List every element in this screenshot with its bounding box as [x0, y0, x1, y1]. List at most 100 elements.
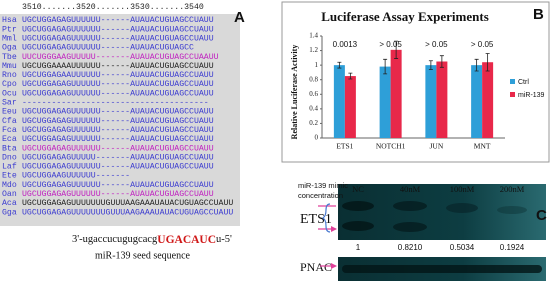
aligned-sequence: UGCUGGAGAGUUUUUU------AUAUACUGUAGCCUAUU	[22, 34, 214, 43]
aligned-sequence: UGCUGGAGAGUUUUUUUGUUUAAGAAAUAUACUGUAGCCU…	[22, 208, 233, 217]
species-label: Laf	[2, 162, 17, 172]
aligned-sequence: UGCUGGAGAGUUUUUU------AUAUACUGUAGCCUAUU	[22, 135, 214, 144]
band	[342, 221, 374, 231]
band	[446, 203, 478, 213]
band-ratio: 0.1924	[500, 243, 525, 252]
band-bracket	[321, 203, 331, 233]
panel-b: Luciferase Assay Experiments B Relative …	[281, 1, 550, 163]
aligned-sequence: UUCUGGGAAGUUUUU-------AUAUACUGUAGCCUAAUU	[22, 53, 219, 62]
y-tick-label: 0.6	[309, 90, 318, 98]
aligned-sequence: UGCUGGAAGUUUUUU-------	[22, 172, 130, 181]
species-label: Dno	[2, 153, 17, 162]
species-label: Ete	[2, 172, 17, 181]
species-label: Gga	[2, 208, 17, 217]
aligned-sequence: UGCUGGAGAGUUUUUU------AUAUACUGUAGCCUAUU	[22, 89, 214, 98]
aligned-sequence: UGCUGGAGAGUUUUUUUGUUUAAGAAAUAUACUGUAGCCU…	[22, 199, 233, 208]
species-label: Tbe	[2, 52, 17, 62]
bar	[344, 76, 356, 138]
alignment-background	[0, 14, 240, 226]
panel-label: A	[234, 9, 245, 26]
legend-swatch	[510, 79, 515, 84]
aligned-sequence: UGCUGGAGAGUUUUUU------AUAUACUGUAGCCUAUU	[22, 80, 214, 89]
aligned-sequence: UGCUGGAGAGUUUUUU------AUAUACUGUAGCC	[22, 44, 194, 53]
species-label: Ocu	[2, 89, 17, 98]
chart-title: Luciferase Assay Experiments	[321, 9, 489, 24]
error-bar	[474, 58, 479, 72]
legend-swatch	[510, 92, 515, 97]
error-bar	[394, 40, 399, 59]
error-bar	[383, 58, 388, 75]
panel-label: C	[536, 207, 547, 224]
target-label: ETS1	[300, 212, 332, 227]
species-label: Mmu	[2, 62, 17, 71]
blot-ets1	[338, 184, 546, 240]
species-label: Cpo	[2, 80, 17, 89]
y-tick-label: 0.4	[309, 104, 318, 112]
species-label: Hsa	[2, 16, 17, 25]
x-tick-label: MNT	[474, 142, 491, 151]
bar	[379, 66, 391, 138]
position-ruler: 3510.......3520.......3530.......3540	[22, 3, 204, 12]
lane-label: 40nM	[400, 184, 421, 194]
aligned-sequence: UGCUGGAGAGUUUUUU------AUAUACUGUAGCCUAUU	[22, 108, 214, 117]
error-bar	[428, 60, 433, 70]
error-bar	[337, 61, 342, 69]
band	[342, 265, 542, 273]
species-label: Eeu	[2, 108, 17, 117]
bar	[436, 61, 448, 138]
p-value: > 0.05	[379, 40, 402, 49]
band-ratio: 0.5034	[450, 243, 475, 252]
aligned-sequence: UGCUGGAGAGUUUUUU------AUAUACUGUAGCCUAUU	[22, 25, 214, 34]
panel-label: B	[533, 6, 544, 23]
aligned-sequence: UGCUGGAGAGUUUUUU------AUAUACUGUAGCCUAUU	[22, 190, 214, 199]
species-label: Ptr	[2, 25, 17, 34]
band-ratio: 0.8210	[398, 243, 423, 252]
mirna-suffix: u-5'	[216, 234, 232, 245]
bar	[390, 49, 402, 138]
y-tick-label: 1.2	[309, 46, 318, 54]
lane-label: 100nM	[450, 184, 475, 194]
error-bar	[485, 53, 490, 72]
y-tick-label: 0.2	[309, 119, 318, 127]
aligned-sequence: UGCUGGAGAGUUUUUU------AUAUACUGUAGCCUAUU	[22, 117, 214, 126]
p-value: > 0.05	[471, 40, 494, 49]
legend-label: miR-139	[518, 92, 545, 99]
species-label: Mdo	[2, 180, 17, 190]
aligned-sequence: UGCUGGAGAAUUUUUU------AUAUACUGUAGCCUAUU	[22, 71, 214, 80]
aligned-sequence: --------------------------------------	[22, 99, 209, 108]
seed-caption: miR-139 seed sequence	[95, 250, 191, 261]
x-tick-label: NOTCH1	[376, 142, 406, 151]
control-label: PNAC	[300, 260, 332, 274]
lane-label: NC	[352, 184, 364, 194]
bar	[333, 65, 345, 138]
mirna-prefix: 3'-ugaccucugugcacg	[72, 234, 158, 245]
p-value: > 0.05	[425, 40, 448, 49]
species-label: Fca	[2, 126, 17, 135]
treatment-label: concentration	[298, 191, 343, 200]
species-label: Cfa	[2, 116, 17, 126]
band	[342, 201, 374, 211]
band-ratio: 1	[356, 243, 361, 252]
panel-c: miR-139 mimic concentration C ETS1 PNAC …	[298, 181, 547, 281]
chart-frame	[281, 1, 550, 163]
aligned-sequence: UGCUGGAGAGUUUUUU------AUAUACUGUAGCCUAUU	[22, 144, 214, 153]
y-tick-label: 0	[315, 134, 319, 142]
species-label: Oan	[2, 190, 17, 199]
aligned-sequence: UGCUGGAGAGUUUUUU------AUAUACUGUAGCCUAUU	[22, 181, 214, 190]
bar	[471, 65, 483, 138]
y-tick-label: 0.8	[309, 75, 318, 83]
x-tick-label: ETS1	[336, 142, 353, 151]
error-bar	[348, 72, 353, 80]
bar	[425, 65, 437, 138]
species-label: Bta	[2, 144, 17, 153]
band	[393, 222, 427, 232]
x-tick-label: JUN	[429, 142, 443, 151]
y-tick-label: 1	[315, 61, 319, 69]
mirna-seed: UGACAUC	[157, 234, 216, 246]
legend-label: Ctrl	[518, 79, 529, 86]
panel-a: 3510.......3520.......3530.......3540 A …	[0, 3, 245, 261]
species-label: Rno	[2, 71, 17, 80]
species-label: Sar	[2, 99, 17, 108]
species-label: Mml	[2, 33, 17, 43]
